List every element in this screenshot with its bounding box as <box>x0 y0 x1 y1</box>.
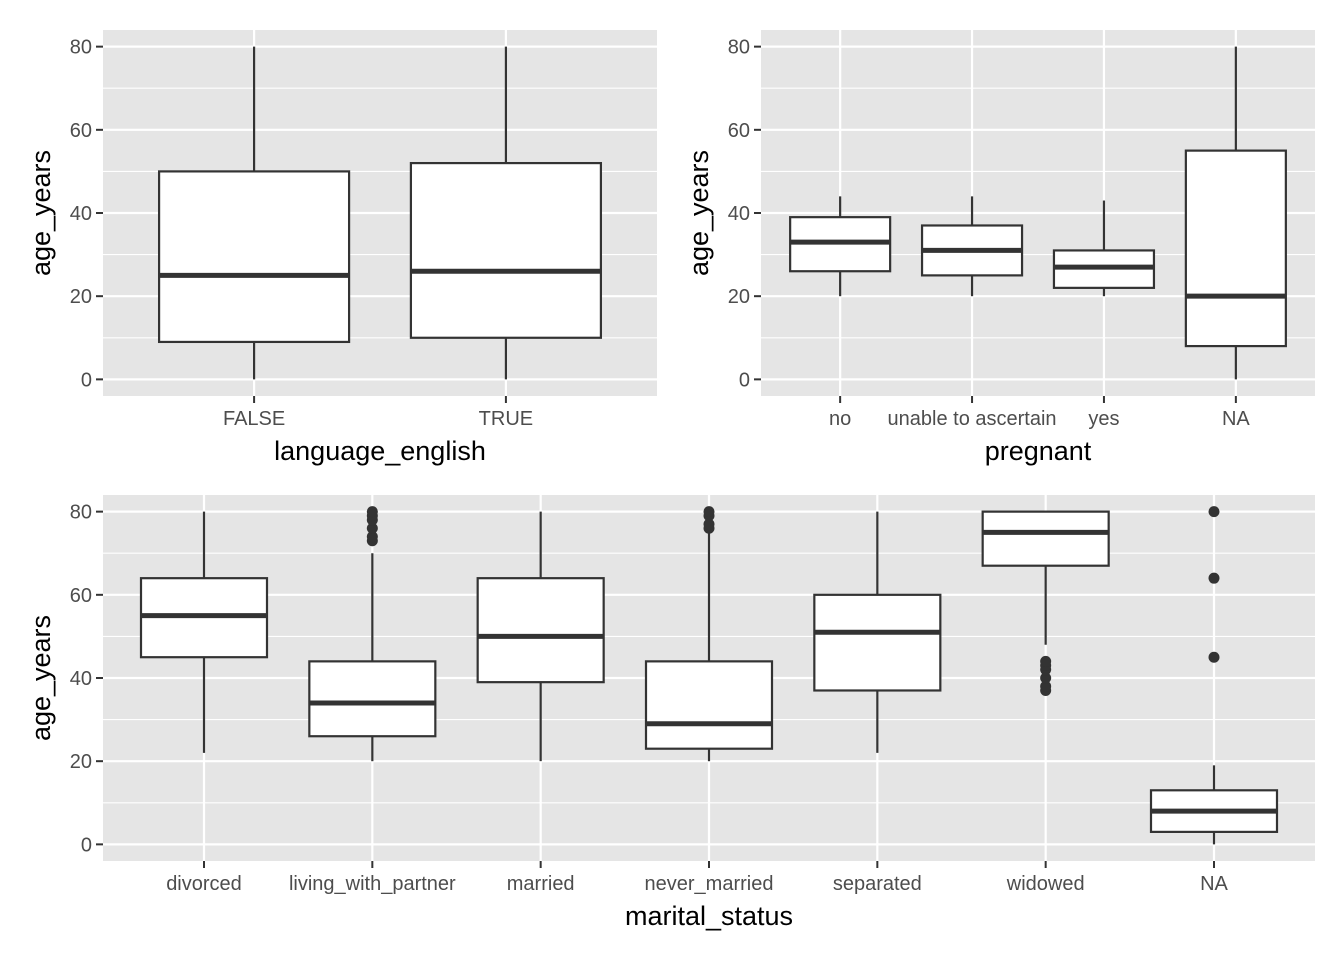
y-tick-label: 20 <box>728 286 750 308</box>
panel-language_english: 0 20 40 60 80 FALSE TRUE language_english age_ye… <box>26 30 657 466</box>
box-widowed <box>981 510 1110 696</box>
y-tick-label: 80 <box>70 502 92 524</box>
y-tick-label: 20 <box>70 286 92 308</box>
outlier-point <box>1040 672 1052 684</box>
y-tick-label: 0 <box>739 369 750 391</box>
x-tick-label: FALSE <box>223 408 285 430</box>
x-tick-label: widowed <box>1006 873 1085 895</box>
box-iqr <box>813 593 942 692</box>
y-tick-label: 60 <box>728 120 750 142</box>
box-iqr <box>308 660 437 738</box>
outlier-point <box>703 518 715 530</box>
y-axis-title: age_years <box>26 150 56 276</box>
outlier-point <box>366 522 378 534</box>
x-axis-title: marital_status <box>625 901 793 931</box>
box-no <box>789 196 892 297</box>
y-tick-label: 40 <box>728 203 750 225</box>
box-iqr <box>476 577 605 684</box>
y-tick-label: 20 <box>70 751 92 773</box>
y-tick-label: 0 <box>81 834 92 856</box>
box-TRUE <box>409 46 603 380</box>
y-tick-label: 60 <box>70 120 92 142</box>
x-tick-label: separated <box>833 873 922 895</box>
box-iqr <box>644 660 774 750</box>
outlier-point <box>366 531 378 543</box>
box-iqr <box>157 170 351 344</box>
box-FALSE <box>157 46 351 380</box>
box-living_with_partner <box>308 506 437 762</box>
box-separated <box>813 511 942 753</box>
y-tick-label: 0 <box>81 369 92 391</box>
outlier-point <box>703 506 715 518</box>
box-iqr <box>981 510 1110 567</box>
x-tick-label: married <box>507 873 575 895</box>
x-tick-label: TRUE <box>479 408 533 430</box>
box-yes <box>1052 200 1156 297</box>
y-tick-label: 40 <box>70 203 92 225</box>
x-tick-label: never_married <box>645 873 774 895</box>
x-tick-label: NA <box>1200 873 1228 895</box>
outlier-point <box>1208 651 1220 663</box>
outlier-point <box>1040 680 1052 692</box>
y-tick-label: 80 <box>728 37 750 59</box>
x-tick-label: NA <box>1222 408 1250 430</box>
outlier-point <box>1208 572 1220 584</box>
y-tick-label: 40 <box>70 668 92 690</box>
outlier-point <box>1208 506 1220 518</box>
box-iqr <box>1184 149 1287 348</box>
box-unable to ascertain <box>920 196 1024 297</box>
box-NA <box>1149 506 1279 845</box>
x-tick-label: unable to ascertain <box>888 408 1057 430</box>
box-divorced <box>139 511 269 753</box>
y-tick-label: 60 <box>70 585 92 607</box>
x-tick-label: living_with_partner <box>289 873 456 895</box>
x-axis-title: pregnant <box>985 436 1092 466</box>
box-married <box>476 511 605 762</box>
outlier-point <box>1040 655 1052 667</box>
outlier-point <box>366 506 378 518</box>
y-tick-label: 80 <box>70 37 92 59</box>
box-never_married <box>644 506 774 762</box>
y-axis-title: age_years <box>684 150 714 276</box>
panel-pregnant: 0 20 40 60 80 no unable to ascertain yes NA pregn… <box>684 30 1315 466</box>
y-axis-title: age_years <box>26 615 56 741</box>
x-tick-label: no <box>829 408 851 430</box>
box-iqr <box>409 161 603 339</box>
box-NA <box>1184 46 1287 380</box>
x-tick-label: divorced <box>166 873 242 895</box>
x-tick-label: yes <box>1088 408 1119 430</box>
panel-marital_status: 0 20 40 60 80 divorced living_with_partner marr… <box>26 495 1315 931</box>
x-axis-title: language_english <box>274 436 486 466</box>
